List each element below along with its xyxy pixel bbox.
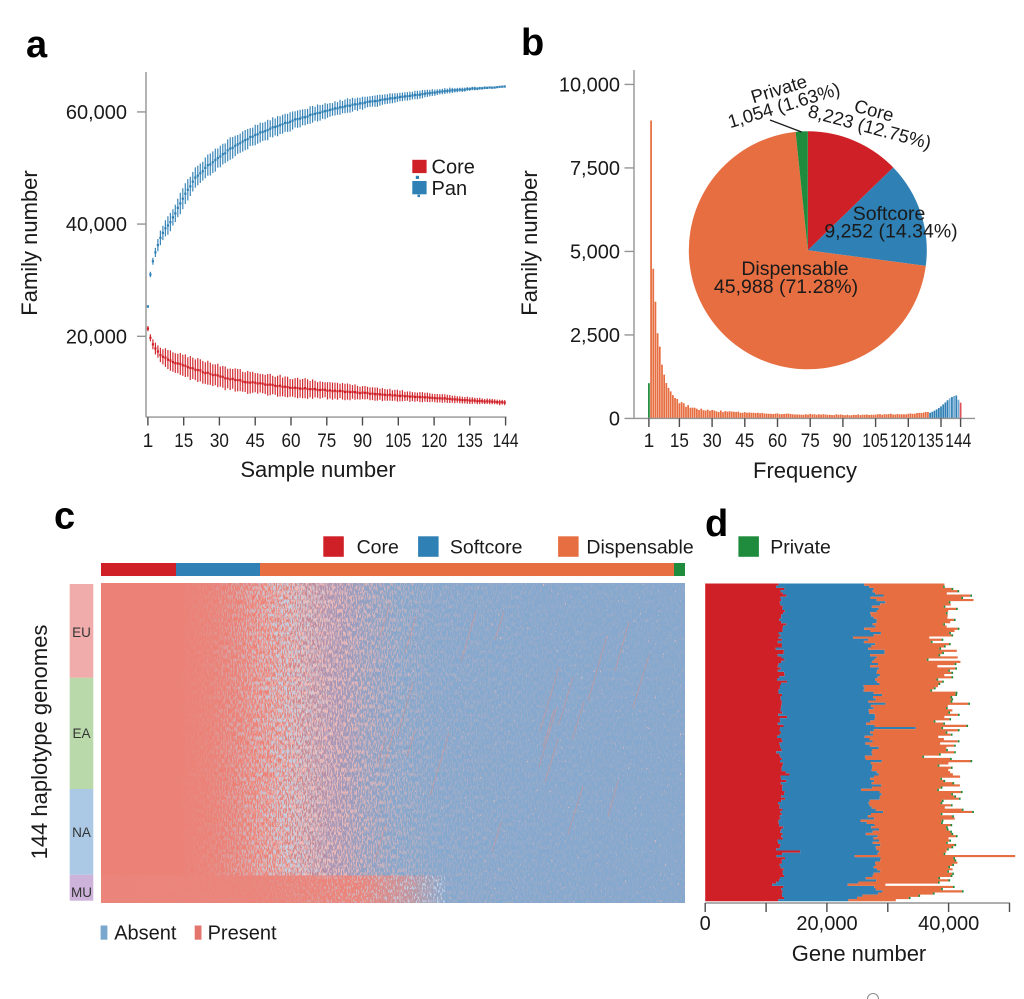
svg-text:45: 45 bbox=[246, 431, 265, 452]
svg-text:90: 90 bbox=[833, 431, 852, 452]
svg-text:60: 60 bbox=[282, 431, 301, 452]
svg-text:20,000: 20,000 bbox=[796, 913, 857, 935]
svg-text:60,000: 60,000 bbox=[66, 102, 127, 124]
svg-text:Core: Core bbox=[357, 537, 399, 559]
svg-text:b: b bbox=[521, 22, 544, 64]
svg-text:0: 0 bbox=[700, 913, 711, 935]
svg-text:30: 30 bbox=[210, 431, 229, 452]
svg-text:Pan: Pan bbox=[432, 178, 468, 200]
svg-text:Softcore: Softcore bbox=[450, 537, 523, 559]
svg-text:Gene number: Gene number bbox=[792, 941, 927, 966]
svg-text:Family number: Family number bbox=[517, 170, 542, 315]
svg-text:15: 15 bbox=[670, 431, 689, 452]
svg-text:c: c bbox=[54, 496, 75, 538]
svg-text:Private: Private bbox=[770, 537, 831, 559]
svg-text:0: 0 bbox=[609, 408, 620, 430]
svg-text:Present: Present bbox=[208, 923, 277, 945]
svg-text:144: 144 bbox=[945, 431, 971, 452]
svg-text:135: 135 bbox=[918, 431, 944, 452]
svg-text:75: 75 bbox=[801, 431, 820, 452]
svg-text:45: 45 bbox=[735, 431, 754, 452]
svg-text:EU: EU bbox=[72, 625, 91, 640]
svg-text:90: 90 bbox=[353, 431, 372, 452]
svg-text:1: 1 bbox=[644, 431, 655, 452]
svg-text:Softcore: Softcore bbox=[853, 203, 926, 225]
svg-text:1: 1 bbox=[143, 431, 154, 452]
svg-text:20,000: 20,000 bbox=[66, 326, 127, 348]
svg-text:d: d bbox=[705, 503, 728, 545]
svg-text:Core: Core bbox=[432, 157, 475, 179]
svg-text:Dispensable: Dispensable bbox=[586, 537, 693, 559]
svg-text:EA: EA bbox=[72, 726, 90, 741]
svg-text:5,000: 5,000 bbox=[570, 241, 620, 263]
svg-text:NA: NA bbox=[72, 825, 91, 840]
svg-text:Dispensable: Dispensable bbox=[741, 258, 848, 280]
svg-text:40,000: 40,000 bbox=[66, 214, 127, 236]
svg-text:135: 135 bbox=[457, 431, 483, 452]
svg-text:30: 30 bbox=[703, 431, 722, 452]
svg-text:Absent: Absent bbox=[114, 923, 177, 945]
svg-text:a: a bbox=[26, 24, 48, 66]
svg-text:10,000: 10,000 bbox=[559, 74, 620, 96]
svg-text:144 haplotype genomes: 144 haplotype genomes bbox=[27, 625, 52, 860]
svg-text:120: 120 bbox=[421, 431, 447, 452]
svg-text:7,500: 7,500 bbox=[570, 158, 620, 180]
svg-text:MU: MU bbox=[71, 885, 92, 900]
svg-text:2,500: 2,500 bbox=[570, 325, 620, 347]
svg-text:75: 75 bbox=[317, 431, 336, 452]
svg-text:60: 60 bbox=[768, 431, 787, 452]
svg-text:105: 105 bbox=[385, 431, 411, 452]
svg-text:40,000: 40,000 bbox=[918, 913, 979, 935]
svg-text:9,252 (14.34%): 9,252 (14.34%) bbox=[824, 221, 957, 243]
svg-text:15: 15 bbox=[174, 431, 193, 452]
svg-text:Family number: Family number bbox=[17, 170, 42, 315]
svg-text:45,988 (71.28%): 45,988 (71.28%) bbox=[714, 276, 858, 298]
svg-text:Frequency: Frequency bbox=[753, 458, 857, 483]
svg-text:Sample number: Sample number bbox=[240, 457, 395, 482]
svg-text:120: 120 bbox=[890, 431, 916, 452]
svg-text:144: 144 bbox=[493, 431, 519, 452]
svg-text:105: 105 bbox=[862, 431, 888, 452]
